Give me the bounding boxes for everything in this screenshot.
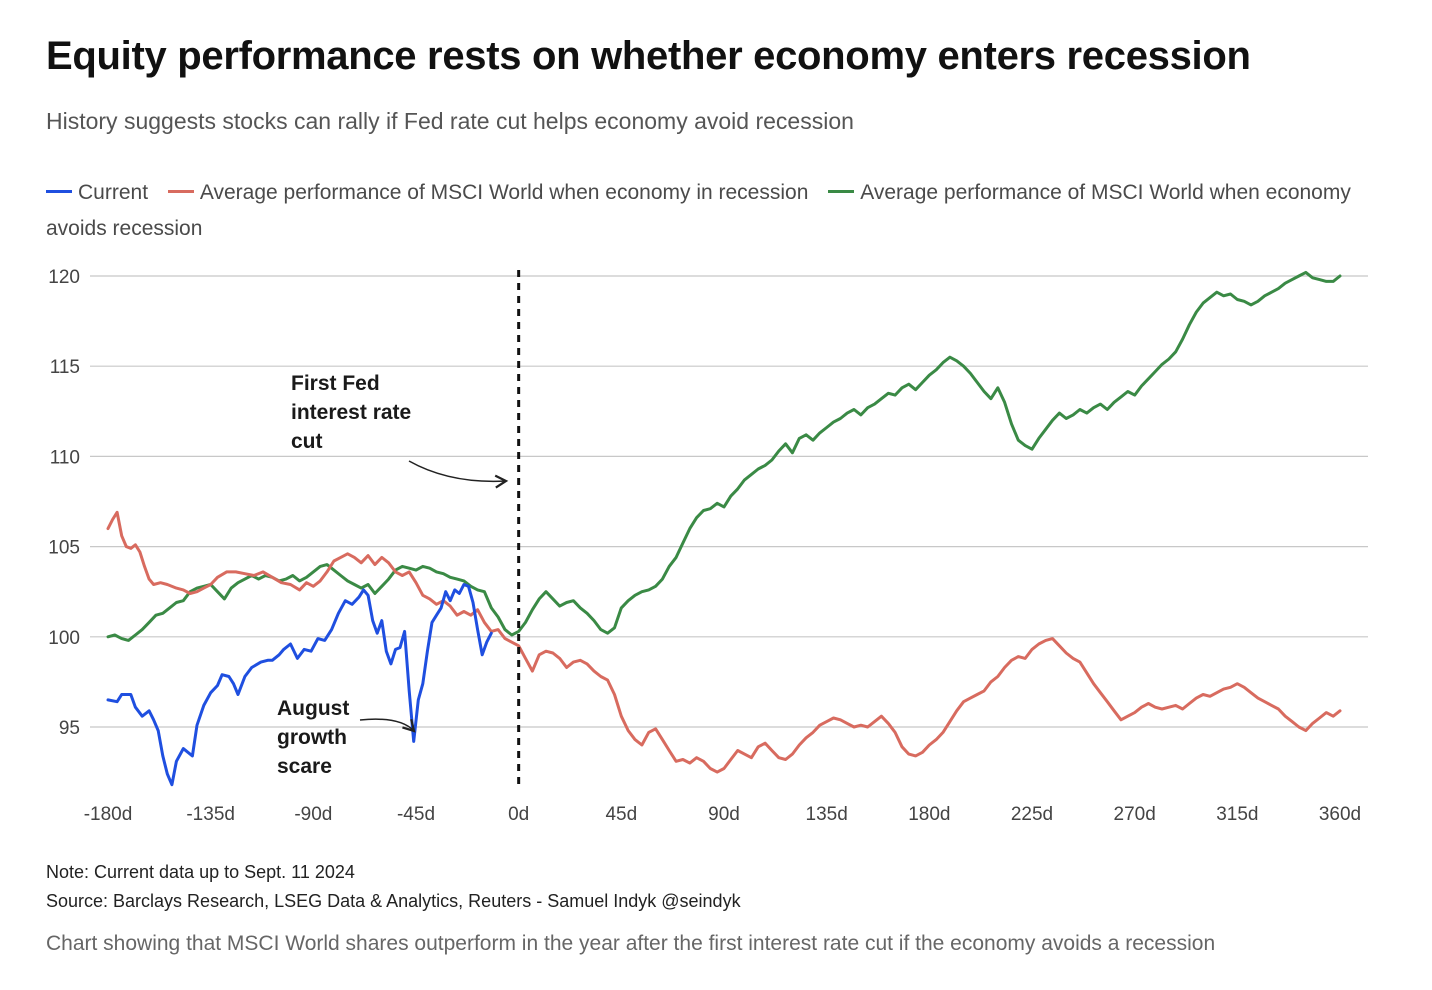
x-tick-label: -180d — [84, 804, 133, 825]
x-tick-label: 360d — [1319, 804, 1361, 825]
series-lines — [106, 270, 1342, 787]
annotation-rate-cut-line-1: First Fed — [291, 372, 380, 395]
x-tick-label: 315d — [1216, 804, 1258, 825]
legend: Current Average performance of MSCI Worl… — [46, 175, 1376, 247]
annotation-growth-scare-line-3: scare — [277, 755, 332, 778]
x-tick-label: -45d — [397, 804, 435, 825]
annotation-rate-cut-line-2: interest rate — [291, 401, 411, 424]
x-tick-label: 0d — [508, 804, 529, 825]
line-chart: 95 100 105 110 115 120 -180d -135d -90d -45d 0d 45… — [48, 267, 1368, 825]
chart-title: Equity performance rests on whether econ… — [46, 34, 1251, 78]
annotation-growth-scare-line-2: growth — [277, 726, 347, 749]
caption-text: Chart showing that MSCI World shares out… — [46, 932, 1216, 955]
annotation-first-fed-cut: First Fed interest rate cut — [291, 372, 509, 489]
y-tick-label: 100 — [48, 628, 80, 649]
legend-item-no-recession: Average performance of MSCI World when e… — [46, 181, 1351, 240]
x-tick-label: 180d — [908, 804, 950, 825]
source-text: Source: Barclays Research, LSEG Data & A… — [46, 891, 741, 911]
legend-label-recession: Average performance of MSCI World when e… — [199, 181, 809, 204]
x-tick-label: 45d — [605, 804, 637, 825]
annotation-growth-scare-line-1: August — [277, 697, 349, 720]
x-tick-label: 225d — [1011, 804, 1053, 825]
annotation-arrow-growth-scare — [359, 718, 416, 733]
x-tick-label: 90d — [708, 804, 740, 825]
legend-label-current: Current — [78, 181, 149, 204]
legend-item-recession: Average performance of MSCI World when e… — [167, 181, 809, 204]
x-axis-ticks: -180d -135d -90d -45d 0d 45d 90d 135d 180d 225d 27… — [84, 804, 1361, 825]
note-text: Note: Current data up to Sept. 11 2024 — [46, 862, 355, 882]
x-tick-label: 270d — [1114, 804, 1156, 825]
series-line-no-recession — [106, 270, 1342, 642]
series-line-current — [106, 583, 493, 787]
x-tick-label: -135d — [186, 804, 235, 825]
y-tick-label: 115 — [50, 357, 80, 378]
y-tick-label: 95 — [59, 718, 80, 739]
gridlines — [90, 275, 1368, 728]
x-tick-label: 135d — [806, 804, 848, 825]
y-tick-label: 105 — [48, 538, 80, 559]
y-axis-ticks: 95 100 105 110 115 120 — [48, 267, 80, 739]
legend-swatch-no-recession — [828, 189, 855, 193]
annotation-august-growth-scare: August growth scare — [277, 697, 416, 778]
legend-swatch-recession — [167, 189, 194, 193]
legend-label-no-recession: Average performance of MSCI World when e… — [46, 181, 1351, 240]
x-tick-label: -90d — [294, 804, 332, 825]
y-tick-label: 110 — [50, 447, 80, 468]
chart-subtitle: History suggests stocks can rally if Fed… — [46, 108, 854, 134]
y-tick-label: 120 — [48, 267, 80, 288]
series-line-recession — [106, 510, 1342, 774]
annotation-rate-cut-line-3: cut — [291, 430, 323, 453]
annotation-arrow-rate-cut — [408, 460, 509, 489]
legend-item-current: Current — [46, 181, 148, 204]
legend-swatch-current — [46, 189, 72, 193]
